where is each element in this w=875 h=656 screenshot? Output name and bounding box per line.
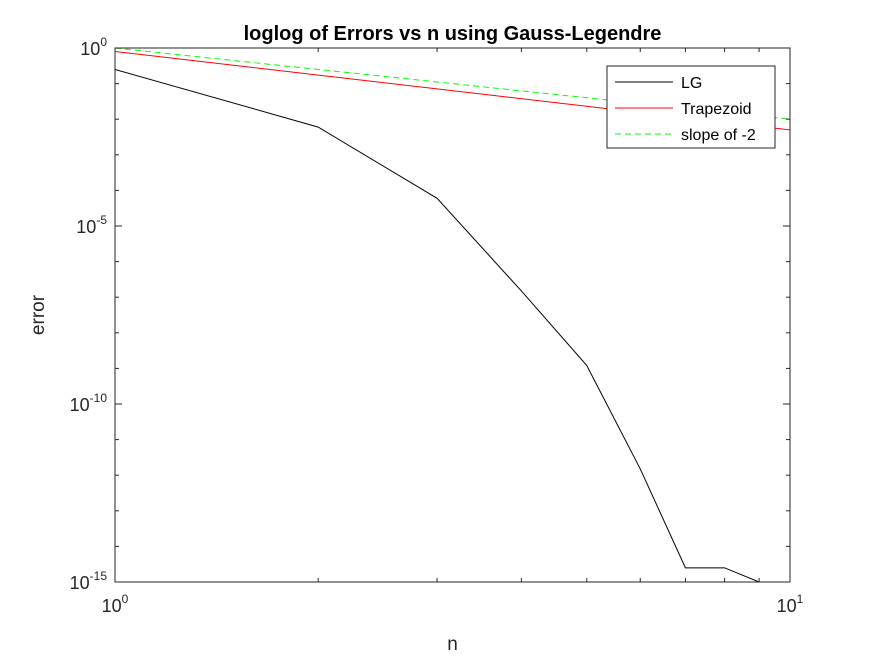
y-tick-label: 10-10 xyxy=(70,391,108,415)
series-line-lg xyxy=(115,68,760,582)
y-tick-base: 10 xyxy=(70,395,90,415)
x-tick-exponent: 0 xyxy=(122,592,129,606)
y-tick-exponent: -15 xyxy=(90,569,108,583)
x-tick-exponent: 1 xyxy=(797,592,804,606)
legend-label: Trapezoid xyxy=(681,101,752,118)
legend-label: slope of -2 xyxy=(681,127,756,144)
y-tick-base: 10 xyxy=(80,39,100,59)
y-tick-exponent: -10 xyxy=(90,391,108,405)
x-axis-label: n xyxy=(447,634,458,655)
x-tick-label: 101 xyxy=(777,592,804,616)
y-axis-label: error xyxy=(28,294,49,335)
axes-box xyxy=(114,47,791,583)
y-tick-base: 10 xyxy=(76,217,96,237)
chart-title: loglog of Errors vs n using Gauss-Legend… xyxy=(244,23,662,45)
x-tick-base: 10 xyxy=(102,596,122,616)
legend: LG Trapezoid slope of -2 xyxy=(606,65,776,149)
x-tick-base: 10 xyxy=(777,596,797,616)
legend-label: LG xyxy=(681,75,702,92)
y-tick-exponent: 0 xyxy=(100,35,107,49)
y-tick-label: 10-15 xyxy=(70,569,108,593)
y-tick-base: 10 xyxy=(70,573,90,593)
x-tick-label: 100 xyxy=(102,592,129,616)
y-tick-label: 10-5 xyxy=(76,213,107,237)
y-tick-label: 100 xyxy=(80,35,107,59)
y-tick-exponent: -5 xyxy=(96,213,107,227)
